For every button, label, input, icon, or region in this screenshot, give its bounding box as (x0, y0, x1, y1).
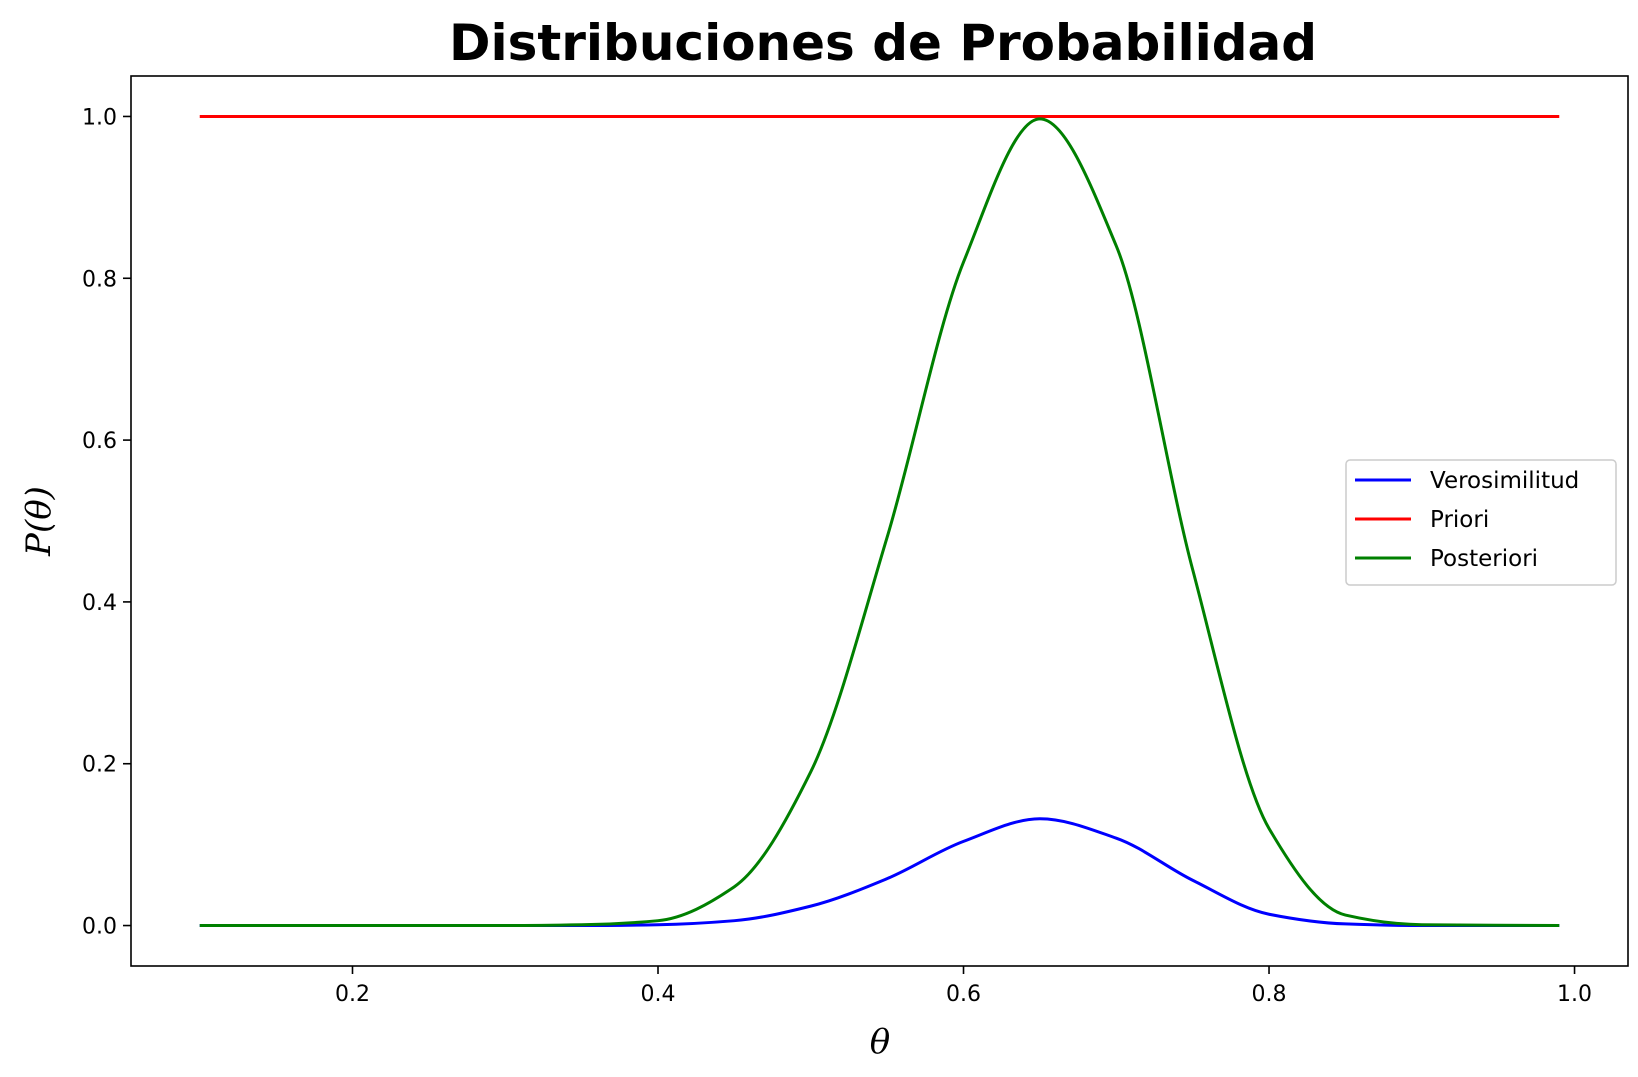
legend-label-priori: Priori (1430, 507, 1489, 533)
ticks: 0.2 0.4 0.6 0.8 1.0 0.0 0.2 0.4 0.6 0.8 1.0 (82, 105, 1592, 1007)
series-lines (199, 114, 1560, 928)
series-line-posteriori (199, 117, 1560, 928)
y-tick-label: 1.0 (82, 105, 117, 130)
y-axis-label: P(θ) (19, 486, 59, 557)
legend-box (1345, 459, 1617, 586)
x-tick-label: 0.2 (335, 982, 370, 1007)
legend-label-verosimilitud: Verosimilitud (1430, 468, 1579, 494)
legend: Verosimilitud Priori Posteriori (1345, 459, 1617, 586)
y-tick-label: 0.2 (82, 753, 117, 778)
chart-title: Distribuciones de Probabilidad (449, 14, 1317, 72)
x-tick-label: 0.6 (946, 982, 981, 1007)
y-tick-label: 0.0 (82, 915, 117, 940)
x-tick-label: 0.8 (1252, 982, 1287, 1007)
x-axis-label: θ (870, 1022, 890, 1062)
y-tick-label: 0.8 (82, 267, 117, 292)
series-line-verosimilitud (199, 817, 1560, 928)
x-tick-label: 1.0 (1557, 982, 1592, 1007)
plot-area (130, 75, 1629, 967)
y-tick-label: 0.4 (82, 591, 117, 616)
y-tick-label: 0.6 (82, 429, 117, 454)
x-tick-label: 0.4 (641, 982, 676, 1007)
legend-label-posteriori: Posteriori (1430, 546, 1538, 572)
